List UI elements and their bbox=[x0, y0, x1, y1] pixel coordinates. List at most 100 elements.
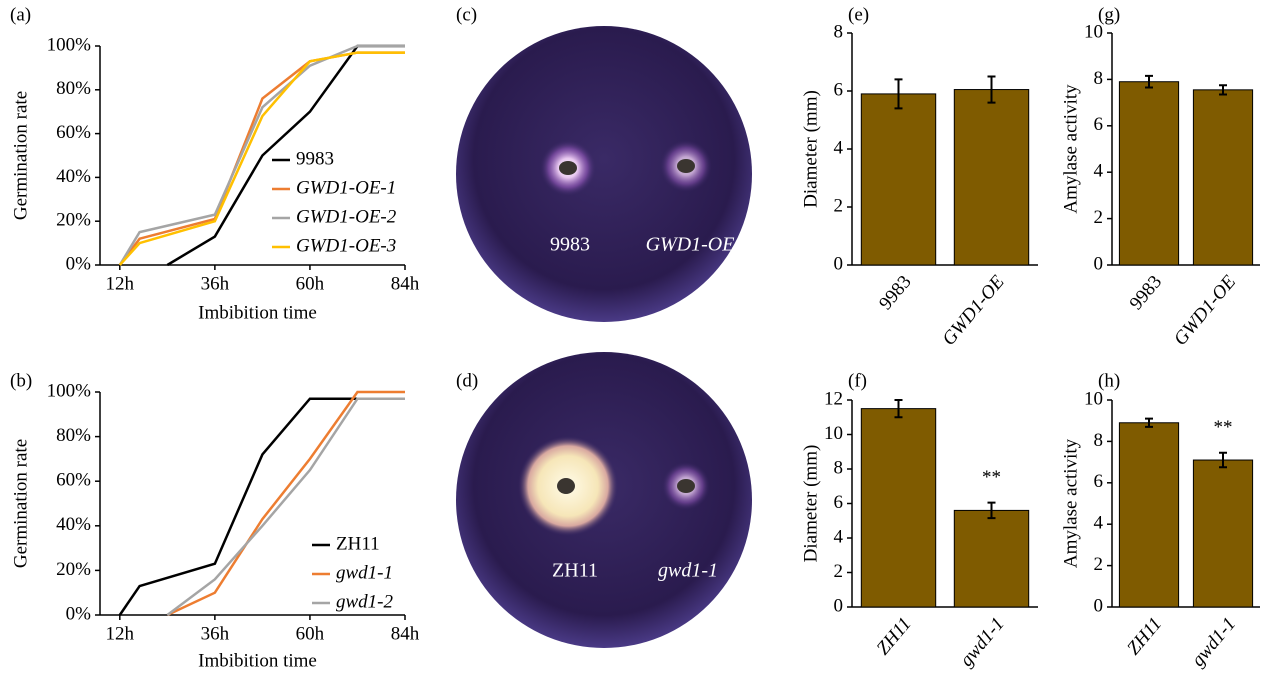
plate-label: 9983 bbox=[550, 234, 590, 256]
x-tick-label: ZH11 bbox=[1123, 614, 1166, 660]
y-axis-label: Amylase activity bbox=[1060, 438, 1081, 568]
y-tick-label: 4 bbox=[834, 526, 844, 547]
x-tick-label: GWD1-OE bbox=[1170, 271, 1241, 349]
bar bbox=[1119, 82, 1178, 265]
y-tick-label: 60% bbox=[56, 122, 91, 143]
bar bbox=[861, 94, 935, 265]
seed bbox=[557, 478, 575, 494]
plate-d: (d) ZH11 gwd1-1 bbox=[456, 352, 752, 648]
legend-label: gwd1-2 bbox=[336, 591, 394, 612]
x-tick-label: ZH11 bbox=[873, 614, 916, 660]
y-tick-label: 4 bbox=[1094, 161, 1104, 182]
y-tick-label: 0% bbox=[66, 603, 92, 624]
y-axis-label: Amylase activity bbox=[1060, 84, 1081, 214]
y-tick-label: 4 bbox=[834, 137, 844, 158]
x-tick-label: 60h bbox=[296, 623, 325, 644]
plate-label: gwd1-1 bbox=[658, 560, 718, 582]
y-tick-label: 0% bbox=[66, 253, 92, 274]
x-tick-label: 36h bbox=[201, 273, 230, 294]
y-tick-label: 60% bbox=[56, 470, 91, 491]
legend-label: GWD1-OE-3 bbox=[296, 235, 396, 256]
y-axis-label: Diameter (mm) bbox=[800, 90, 821, 208]
plate-label: GWD1-OE bbox=[646, 234, 735, 256]
x-tick-label: 60h bbox=[296, 273, 325, 294]
line-series bbox=[120, 53, 405, 265]
x-axis-label: Imbibition time bbox=[198, 302, 317, 323]
seed bbox=[677, 479, 695, 493]
x-tick-label: gwd1-1 bbox=[1187, 614, 1240, 671]
legend-label: GWD1-OE-1 bbox=[296, 177, 396, 198]
x-tick-label: 12h bbox=[106, 273, 135, 294]
legend-label: GWD1-OE-2 bbox=[296, 206, 397, 227]
significance: ** bbox=[1214, 417, 1233, 438]
bar bbox=[1193, 90, 1252, 265]
y-tick-label: 40% bbox=[56, 514, 91, 535]
x-tick-label: 84h bbox=[391, 623, 420, 644]
y-tick-label: 0 bbox=[834, 595, 844, 616]
y-tick-label: 8 bbox=[1094, 68, 1104, 89]
panel-label: (e) bbox=[848, 4, 869, 25]
panel-label: (c) bbox=[456, 4, 477, 25]
y-axis-label: Germination rate bbox=[10, 91, 31, 220]
x-tick-label: 84h bbox=[391, 273, 420, 294]
bar bbox=[954, 510, 1028, 607]
x-tick-label: gwd1-1 bbox=[956, 614, 1009, 671]
panel-label: (f) bbox=[848, 370, 867, 391]
y-axis-label: Germination rate bbox=[10, 439, 31, 568]
y-tick-label: 0 bbox=[1094, 595, 1104, 616]
legend-label: ZH11 bbox=[336, 533, 380, 554]
y-tick-label: 2 bbox=[1094, 207, 1104, 228]
y-tick-label: 8 bbox=[1094, 430, 1104, 451]
y-tick-label: 4 bbox=[1094, 513, 1104, 534]
chart: (b) Germination rate 0% 20% 40% 60% 80% 100% Imb… bbox=[10, 370, 420, 671]
bar bbox=[1193, 460, 1252, 607]
chart: (e) Diameter (mm) 0 2 4 6 8 9983 GWD1-OE bbox=[800, 4, 1038, 349]
y-tick-label: 80% bbox=[56, 425, 91, 446]
legend-label: 9983 bbox=[296, 148, 334, 169]
y-tick-label: 0 bbox=[1094, 253, 1104, 274]
y-tick-label: 80% bbox=[56, 78, 91, 99]
y-tick-label: 12 bbox=[824, 388, 843, 409]
panel-label: (d) bbox=[456, 370, 478, 391]
bar bbox=[954, 90, 1028, 265]
seed bbox=[559, 161, 577, 175]
y-tick-label: 2 bbox=[834, 561, 844, 582]
y-tick-label: 6 bbox=[1094, 471, 1104, 492]
plate-label: ZH11 bbox=[552, 560, 598, 582]
y-axis-label: Diameter (mm) bbox=[800, 445, 821, 563]
y-tick-label: 0 bbox=[834, 253, 844, 274]
y-tick-label: 10 bbox=[1084, 21, 1103, 42]
panel-label: (b) bbox=[10, 370, 32, 391]
y-tick-label: 20% bbox=[56, 210, 91, 231]
x-tick-label: 9983 bbox=[875, 272, 916, 315]
chart: (a) Germination rate 0% 20% 40% 60% 80% 100% Imb… bbox=[10, 4, 420, 323]
y-tick-label: 6 bbox=[834, 79, 844, 100]
y-tick-label: 10 bbox=[1084, 388, 1103, 409]
y-tick-label: 8 bbox=[834, 457, 844, 478]
bar bbox=[1119, 423, 1178, 607]
significance: ** bbox=[982, 467, 1001, 488]
legend-label: gwd1-1 bbox=[336, 562, 393, 583]
y-tick-label: 6 bbox=[834, 492, 844, 513]
panel-label: (a) bbox=[10, 4, 31, 25]
y-tick-label: 100% bbox=[47, 34, 92, 55]
plate-c: (c) 9983 GWD1-OE bbox=[456, 4, 752, 322]
x-tick-label: GWD1-OE bbox=[938, 271, 1009, 349]
y-tick-label: 2 bbox=[1094, 554, 1104, 575]
y-tick-label: 100% bbox=[47, 380, 92, 401]
y-tick-label: 20% bbox=[56, 559, 91, 580]
x-tick-label: 36h bbox=[201, 623, 230, 644]
x-tick-label: 12h bbox=[106, 623, 135, 644]
x-axis-label: Imbibition time bbox=[198, 650, 317, 671]
figure: (c) 9983 GWD1-OE (d) ZH11 gwd1-1 (a) Germ… bbox=[0, 0, 1276, 680]
y-tick-label: 8 bbox=[834, 21, 844, 42]
bar bbox=[861, 409, 935, 607]
y-tick-label: 6 bbox=[1094, 114, 1104, 135]
seed bbox=[677, 159, 695, 173]
y-tick-label: 2 bbox=[834, 195, 844, 216]
y-tick-label: 40% bbox=[56, 166, 91, 187]
x-tick-label: 9983 bbox=[1126, 272, 1167, 315]
